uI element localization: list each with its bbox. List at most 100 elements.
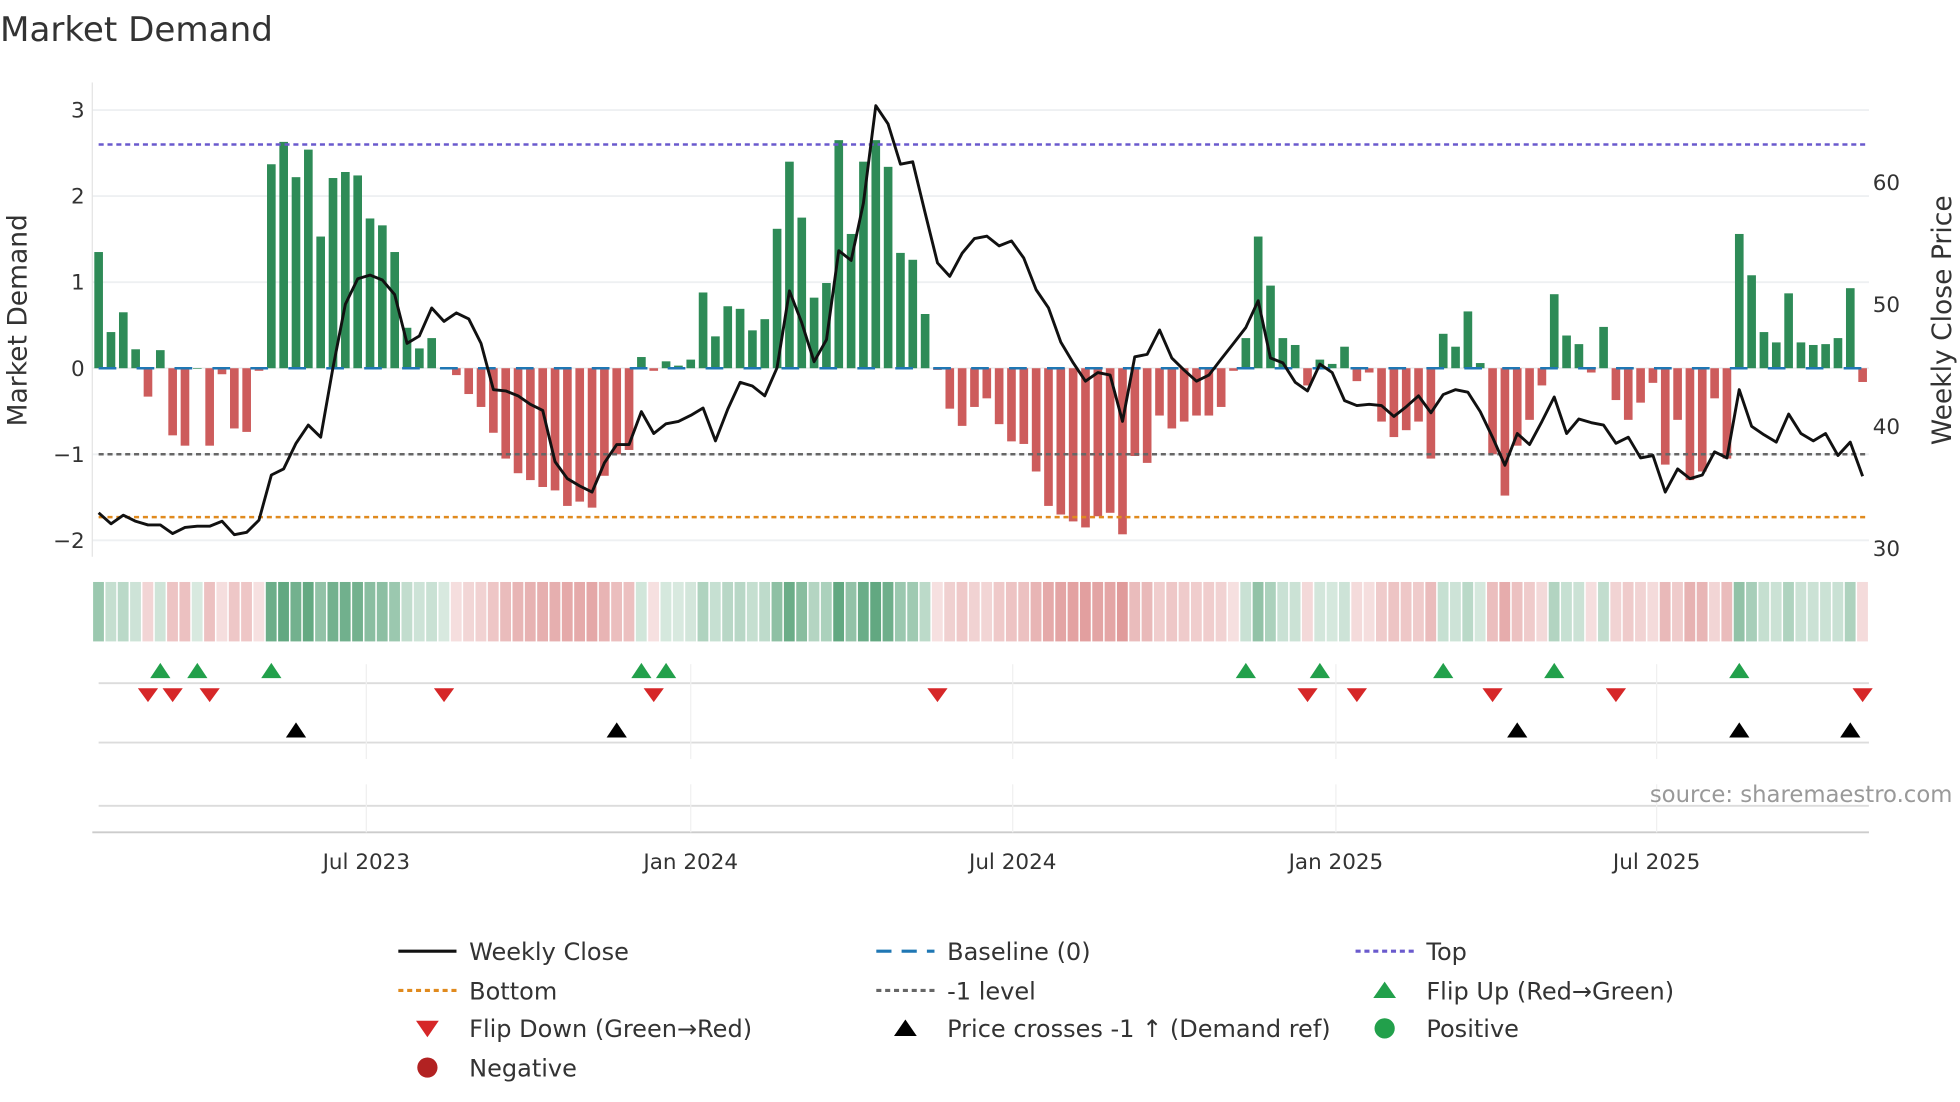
demand-bar bbox=[920, 313, 930, 369]
heat-cell bbox=[1079, 581, 1091, 642]
heat-cell bbox=[1425, 581, 1437, 642]
demand-bar bbox=[1574, 344, 1584, 369]
flip-down-marker bbox=[643, 688, 664, 703]
heat-cell bbox=[93, 581, 104, 642]
legend-label: Top bbox=[1425, 938, 1467, 966]
demand-bar bbox=[1019, 368, 1029, 444]
flip-down-marker bbox=[1482, 688, 1503, 703]
heat-cell bbox=[648, 581, 660, 642]
heat-cell bbox=[685, 581, 697, 642]
heat-cell bbox=[981, 581, 993, 642]
demand-bar bbox=[698, 292, 708, 369]
heat-cell bbox=[1536, 581, 1548, 642]
heat-cell bbox=[1721, 581, 1733, 642]
heat-cell bbox=[426, 581, 437, 642]
demand-bar bbox=[1130, 368, 1140, 456]
heat-cell bbox=[1610, 581, 1622, 642]
y-tick-label: −1 bbox=[53, 443, 85, 468]
heat-cell bbox=[1363, 581, 1375, 642]
heat-cell bbox=[241, 581, 252, 642]
demand-bar bbox=[822, 283, 831, 369]
legend-label: Weekly Close bbox=[469, 938, 629, 966]
heat-cell bbox=[278, 581, 289, 642]
demand-bar bbox=[563, 368, 572, 506]
demand-bar bbox=[1549, 294, 1559, 369]
heat-cell bbox=[857, 581, 869, 642]
heat-cell bbox=[1227, 581, 1239, 642]
legend-label: Price crosses -1 ↑ (Demand ref) bbox=[947, 1015, 1331, 1043]
demand-bar bbox=[353, 175, 362, 369]
price-cross-marker bbox=[1729, 722, 1750, 738]
heat-cell bbox=[968, 581, 980, 642]
heat-cell bbox=[759, 581, 771, 642]
heat-cell bbox=[1178, 581, 1190, 642]
heat-cell bbox=[1684, 581, 1696, 642]
demand-bar bbox=[1673, 368, 1682, 420]
heat-cell bbox=[1215, 581, 1227, 642]
flip-down-marker bbox=[1297, 688, 1318, 703]
demand-bar bbox=[809, 297, 819, 369]
demand-bar bbox=[624, 368, 634, 450]
demand-bar bbox=[1722, 368, 1732, 459]
demand-bar bbox=[760, 319, 770, 369]
demand-bar bbox=[637, 357, 646, 369]
heat-cell bbox=[672, 581, 684, 642]
demand-bar bbox=[600, 368, 609, 476]
heat-cell bbox=[1203, 581, 1215, 642]
heat-cell bbox=[1166, 581, 1178, 642]
heat-cell bbox=[1116, 581, 1128, 642]
demand-bar bbox=[1512, 368, 1522, 446]
demand-bar bbox=[1401, 368, 1411, 431]
x-tick-label: Jul 2024 bbox=[967, 850, 1056, 875]
demand-bar bbox=[304, 149, 313, 369]
heat-cell bbox=[635, 581, 647, 642]
y-axis-ticks: −2 −1 0 1 2 3 bbox=[53, 99, 85, 554]
heat-cell bbox=[191, 581, 203, 642]
heat-cell bbox=[1511, 581, 1523, 642]
demand-bar bbox=[1796, 342, 1806, 369]
heat-cell bbox=[315, 581, 326, 642]
heat-cell bbox=[944, 581, 956, 642]
heat-cell bbox=[783, 581, 795, 642]
demand-bar bbox=[1475, 363, 1485, 369]
x-tick-label: Jan 2024 bbox=[641, 850, 738, 875]
demand-bar bbox=[1044, 368, 1053, 506]
heat-cell bbox=[1030, 581, 1042, 642]
y2-axis-ticks: 30 40 50 60 bbox=[1873, 171, 1900, 562]
heat-cell bbox=[450, 581, 462, 642]
y-tick-label: 0 bbox=[71, 357, 85, 382]
heat-cell bbox=[870, 581, 882, 642]
signal-markers bbox=[92, 662, 1873, 834]
heat-cell bbox=[1807, 581, 1819, 642]
demand-bar bbox=[1192, 368, 1201, 416]
heat-cell bbox=[401, 581, 413, 642]
heat-cell bbox=[808, 581, 820, 642]
legend-label: -1 level bbox=[947, 977, 1036, 1005]
demand-bar bbox=[1833, 338, 1843, 369]
demand-bar bbox=[365, 218, 375, 369]
heat-cell bbox=[487, 581, 499, 642]
legend-swatch-dot bbox=[1374, 1018, 1395, 1039]
heat-cell bbox=[1585, 581, 1597, 642]
demand-bar bbox=[1784, 293, 1793, 369]
heat-cell bbox=[1672, 581, 1683, 642]
demand-bar bbox=[1759, 332, 1769, 369]
demand-bar bbox=[859, 161, 868, 369]
heat-cell bbox=[956, 581, 968, 642]
y-tick-label: 1 bbox=[71, 271, 85, 296]
demand-bar bbox=[1290, 344, 1300, 369]
heat-cell bbox=[1252, 581, 1264, 642]
legend-swatch-marker bbox=[894, 1019, 917, 1036]
heat-cell bbox=[1770, 581, 1782, 642]
demand-bar bbox=[1858, 368, 1867, 382]
flip-down-marker bbox=[1346, 688, 1367, 703]
demand-bar bbox=[612, 368, 622, 455]
heat-cell bbox=[1758, 581, 1770, 642]
demand-bar bbox=[1623, 368, 1633, 420]
heat-cell bbox=[524, 581, 536, 642]
flip-down-marker bbox=[927, 688, 948, 703]
demand-bar bbox=[1500, 368, 1510, 496]
demand-bar bbox=[131, 349, 140, 369]
demand-bar bbox=[193, 368, 202, 369]
demand-bar bbox=[94, 252, 103, 369]
